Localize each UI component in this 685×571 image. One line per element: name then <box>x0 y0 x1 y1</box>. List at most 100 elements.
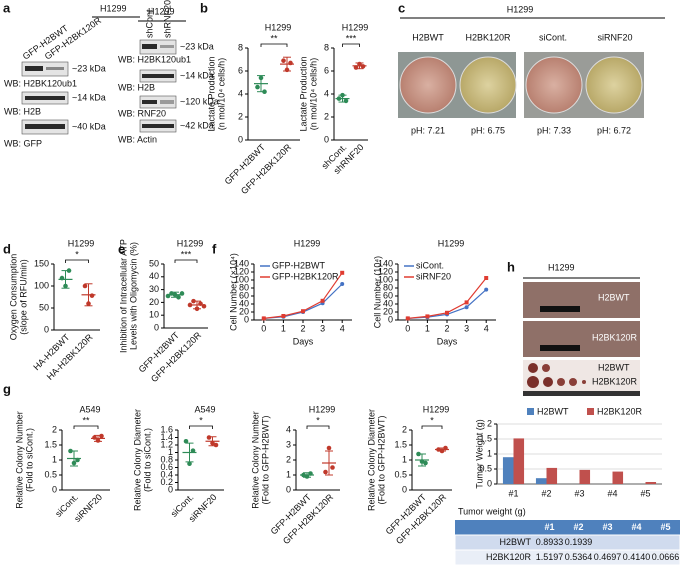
data-point <box>82 283 88 289</box>
data-point <box>99 433 104 439</box>
ph-label: pH: 6.72 <box>597 125 631 135</box>
bar <box>513 438 525 484</box>
marker <box>484 276 489 280</box>
y-tick-label: 8 <box>324 42 329 52</box>
x-tick-label: 3 <box>320 323 325 333</box>
data-point <box>213 442 219 448</box>
y-axis-label: Inhibition of Intracellular ATP <box>118 239 128 353</box>
data-point <box>326 445 332 451</box>
y-tick-label: 2 <box>238 111 243 121</box>
y-tick-label: 40 <box>383 298 393 308</box>
chart-title: H1299 <box>294 238 321 248</box>
legend-label: siCont. <box>416 260 444 270</box>
y-tick-label: 1.6 <box>160 424 173 434</box>
condition: H2BWT <box>412 32 444 42</box>
band <box>142 74 174 78</box>
chart-title: A549 <box>194 404 215 414</box>
wb-label: WB: H2B <box>118 82 155 92</box>
marker <box>320 298 325 303</box>
y-tick-label: 0 <box>154 322 159 332</box>
table-title: Tumor weight (g) <box>458 506 526 516</box>
group-label: H2BWT <box>598 292 630 302</box>
data-point <box>423 460 428 466</box>
tumor <box>542 364 550 372</box>
y-tick-label: 100 <box>234 274 249 284</box>
wb-label: WB: Actin <box>118 134 157 144</box>
data-point <box>183 438 189 444</box>
wb-label: WB: H2BK120ub1 <box>118 54 191 64</box>
scale-bar <box>540 345 580 351</box>
y-tick-label: 1 <box>487 448 492 458</box>
data-point <box>89 293 95 298</box>
condition: siRNF20 <box>597 32 632 42</box>
wb-label: WB: H2B <box>4 106 41 116</box>
panel-label: a <box>3 0 11 15</box>
significance: ** <box>270 33 278 43</box>
significance: *** <box>346 33 357 43</box>
x-tick-label: #5 <box>640 488 650 498</box>
y-tick-label: 150 <box>34 258 49 268</box>
panel-label: h <box>507 259 515 274</box>
ph-label: pH: 6.75 <box>471 125 505 135</box>
data-point <box>323 469 328 475</box>
x-tick-label: 3 <box>464 323 469 333</box>
chart-title: H1299 <box>423 404 450 414</box>
y-tick-label: 1.5 <box>44 439 57 449</box>
y-tick-label: 50 <box>149 258 159 268</box>
marker <box>261 316 266 321</box>
y-axis-label: Cell Number (×10⁴) <box>228 253 238 331</box>
significance-bracket <box>260 43 288 47</box>
y-tick-label: 0 <box>168 484 173 494</box>
chart-title: H1299 <box>438 238 465 248</box>
x-tick-label: 2 <box>300 323 305 333</box>
marker <box>464 305 469 310</box>
y-tick-label: 0.5 <box>479 463 492 473</box>
error-bar <box>418 453 426 467</box>
y-axis-label: Relative Colony Number <box>14 411 24 509</box>
size-label: ~120 kDa <box>180 96 219 106</box>
y-tick-label: 0.4 <box>160 469 173 479</box>
blot <box>21 61 69 77</box>
y-axis-label: (slope of RFU/min) <box>18 259 28 335</box>
y-tick-label: 100 <box>34 280 49 290</box>
size-label: ~23 kDa <box>180 41 214 51</box>
y-tick-label: 2 <box>324 111 329 121</box>
legend-label: GFP-H2BK120R <box>272 271 339 281</box>
y-axis-label: Relative Colony Diameter <box>366 409 376 511</box>
significance: * <box>199 415 203 425</box>
group-label: H2BK120R <box>592 376 638 386</box>
significance-bracket <box>306 425 330 429</box>
table-header: #5 <box>660 522 670 532</box>
y-tick-label: 1 <box>168 447 173 457</box>
y-axis-label: (Fold to GFP-H2BWT) <box>376 415 386 504</box>
y-axis-label: Relative Colony Diameter <box>132 409 142 511</box>
size-label: ~14 kDa <box>180 70 214 80</box>
y-tick-label: 2 <box>402 424 407 434</box>
significance: *** <box>181 249 192 259</box>
y-tick-label: 0 <box>238 134 243 144</box>
panel-label: d <box>3 241 11 256</box>
table-cell: 0.8933 <box>536 537 564 547</box>
x-tick-label: 2 <box>444 323 449 333</box>
y-tick-label: 80 <box>383 282 393 292</box>
y-axis-label: Lactate Production <box>298 56 308 131</box>
tumor <box>582 380 586 384</box>
y-tick-label: 1 <box>286 469 291 479</box>
y-axis-label: Relative Colony Number <box>250 411 260 509</box>
error-bar <box>355 62 364 70</box>
significance: * <box>430 415 434 425</box>
data-point <box>330 465 335 470</box>
y-tick-label: 1.5 <box>394 439 407 449</box>
x-tick-label: 1 <box>425 323 430 333</box>
table-row-bg <box>454 549 681 566</box>
y-tick-label: 1.4 <box>160 432 173 442</box>
bar <box>546 467 558 484</box>
tumor <box>569 378 577 386</box>
tumor <box>543 377 553 387</box>
y-tick-label: 0 <box>487 478 492 488</box>
band <box>25 96 65 100</box>
y-tick-label: 0 <box>44 324 49 334</box>
band <box>142 44 157 49</box>
y-tick-label: 60 <box>239 290 249 300</box>
y-tick-label: 120 <box>234 266 249 276</box>
